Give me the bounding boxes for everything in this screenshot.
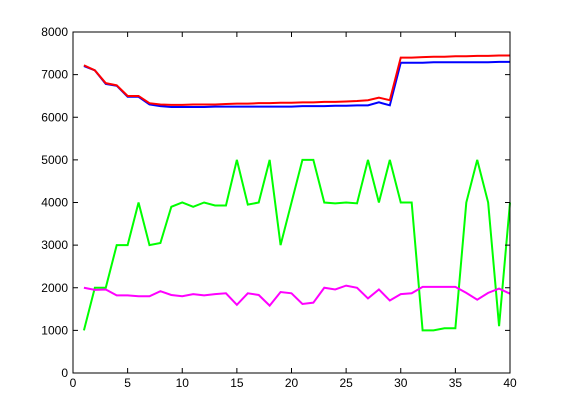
x-tick-label: 10 (176, 376, 190, 390)
y-tick-label: 8000 (41, 25, 68, 39)
x-tick-label: 35 (449, 376, 463, 390)
series-line (82, 158, 511, 332)
x-tick-label: 40 (503, 376, 517, 390)
y-tick-label: 3000 (41, 238, 68, 252)
series-line (83, 60, 510, 109)
x-tick-label: 15 (230, 376, 244, 390)
y-tick-label: 4000 (41, 196, 68, 210)
series-line (83, 54, 510, 106)
x-tick-label: 30 (394, 376, 408, 390)
y-tick-label: 2000 (41, 281, 68, 295)
x-tick-label: 0 (70, 376, 77, 390)
y-tick-label: 5000 (41, 153, 68, 167)
x-tick-label: 25 (339, 376, 353, 390)
y-tick-label: 7000 (41, 68, 68, 82)
series-line (83, 284, 511, 308)
x-tick-label: 5 (124, 376, 131, 390)
x-tick-label: 20 (285, 376, 299, 390)
y-tick-label: 1000 (41, 323, 68, 337)
y-tick-label: 0 (61, 366, 68, 380)
y-tick-label: 6000 (41, 110, 68, 124)
